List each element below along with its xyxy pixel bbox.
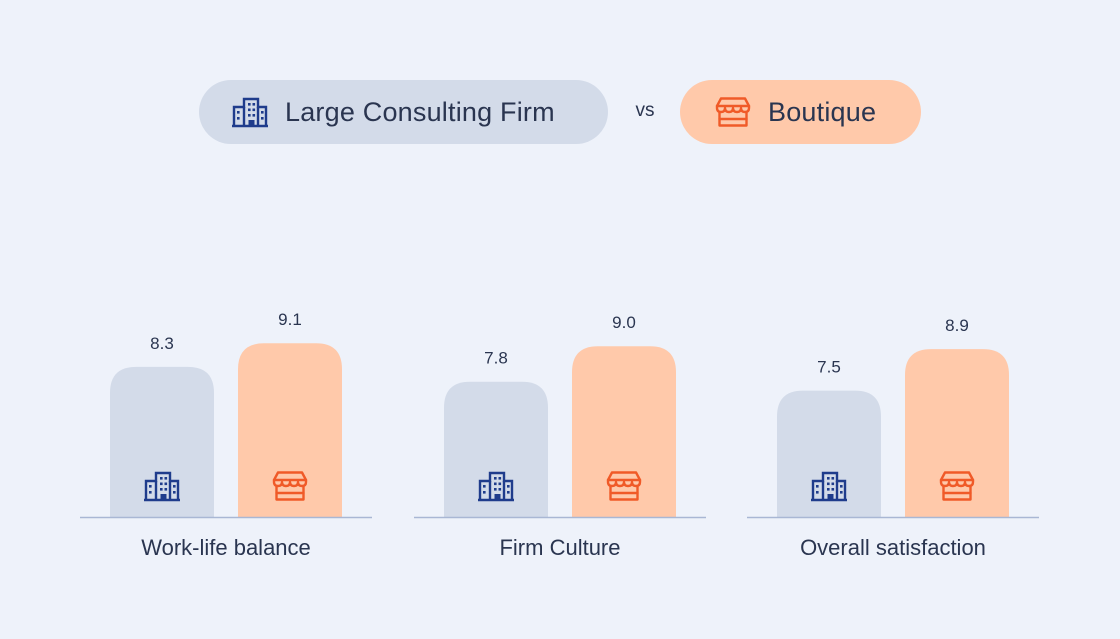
value-label-boutique-work-life-balance: 9.1 <box>278 310 302 329</box>
value-label-boutique-overall-satisfaction: 8.9 <box>945 316 969 335</box>
category-label-firm-culture: Firm Culture <box>499 535 620 560</box>
category-label-work-life-balance: Work-life balance <box>141 535 311 560</box>
storefront-icon <box>606 471 642 501</box>
legend-large-consulting-firm: Large Consulting Firm <box>199 80 608 144</box>
bar-group-work-life-balance: 8.3 9.1 Work-life balance <box>80 310 372 560</box>
bar-boutique-work-life-balance <box>238 343 342 517</box>
bar-group-firm-culture: 7.8 9.0 Firm Culture <box>414 313 706 560</box>
bar-boutique-overall-satisfaction <box>905 349 1009 517</box>
office-building-icon <box>144 471 180 502</box>
value-label-boutique-firm-culture: 9.0 <box>612 313 636 332</box>
value-label-large-firm-culture: 7.8 <box>484 349 508 368</box>
office-building-icon <box>811 471 847 502</box>
storefront-icon <box>715 97 751 127</box>
storefront-icon <box>272 471 308 501</box>
office-building-icon <box>478 471 514 502</box>
vs-label: vs <box>635 100 655 121</box>
bar-large-overall-satisfaction <box>777 390 881 517</box>
category-label-overall-satisfaction: Overall satisfaction <box>800 535 986 560</box>
legend-boutique-label: Boutique <box>768 96 877 127</box>
bar-large-firm-culture <box>444 381 548 517</box>
value-label-large-work-life-balance: 8.3 <box>150 334 174 353</box>
legend-large-label: Large Consulting Firm <box>285 96 555 127</box>
value-label-large-overall-satisfaction: 7.5 <box>817 358 841 377</box>
bar-large-work-life-balance <box>110 366 214 517</box>
office-building-icon <box>232 97 268 128</box>
bar-group-overall-satisfaction: 7.5 8.9 Overall satisfaction <box>747 316 1039 560</box>
bar-boutique-firm-culture <box>572 346 676 517</box>
storefront-icon <box>939 471 975 501</box>
legend-boutique: Boutique <box>680 80 921 144</box>
